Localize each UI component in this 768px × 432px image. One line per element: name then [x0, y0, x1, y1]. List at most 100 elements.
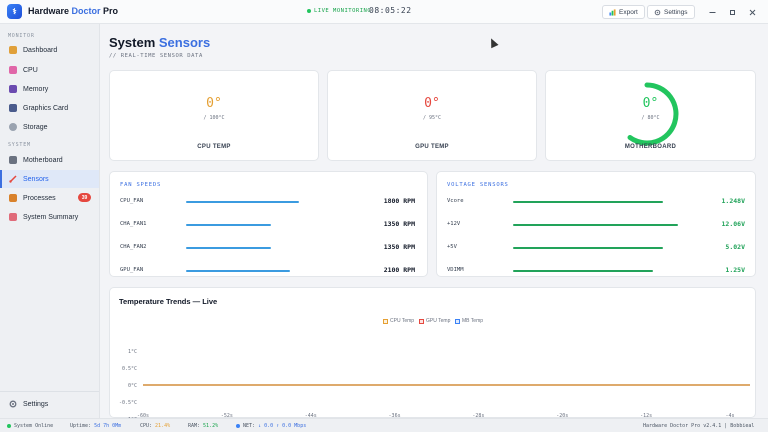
network-dot-icon — [236, 424, 240, 428]
title-bar: ⚕ Hardware Doctor Pro LIVE MONITORING 08… — [0, 0, 768, 24]
app-logo-glyph: ⚕ — [12, 7, 17, 16]
voltage-row-value: 5.02V — [725, 243, 745, 251]
app-title-main: Hardware — [28, 6, 72, 16]
sensors-icon — [9, 175, 17, 183]
temperature-trends-panel: Temperature Trends — Live CPU Temp GPU T… — [109, 287, 756, 419]
storage-icon — [9, 123, 17, 131]
summary-icon — [9, 213, 17, 221]
fan-row-label: CPU_FAN — [120, 198, 144, 204]
legend-label: GPU Temp — [426, 318, 451, 324]
minimize-icon — [709, 11, 715, 13]
cpu-usage-label: CPU: — [140, 423, 153, 429]
sidebar-item-sensors[interactable]: Sensors — [0, 170, 99, 188]
voltage-row-value: 12.06V — [721, 220, 745, 228]
export-button[interactable]: Export — [602, 5, 645, 19]
gpu-icon — [9, 104, 17, 112]
y-tick-label: 0.5°C — [122, 366, 137, 372]
live-label: LIVE MONITORING — [314, 8, 372, 14]
close-button[interactable] — [744, 5, 760, 19]
fan-level-bar — [186, 270, 290, 272]
cpu-temp-label: CPU TEMP — [197, 144, 231, 150]
monitor-section-label: MONITOR — [8, 33, 35, 39]
legend-swatch — [419, 318, 424, 324]
app-title-end: Pro — [100, 6, 119, 16]
x-tick-label: -4s — [725, 413, 734, 419]
page-title: System Sensors — [109, 35, 210, 50]
fan-speeds-panel: FAN SPEEDS CPU_FAN 1800 RPM CHA_FAN1 1350 R… — [109, 171, 428, 277]
x-tick-label: -28s — [472, 413, 484, 419]
voltage-row-label: VDIMM — [447, 267, 464, 273]
sidebar-item-dashboard[interactable]: Dashboard — [0, 41, 99, 59]
sidebar-item-label: Memory — [23, 85, 49, 93]
cpu-temp-value: 0° — [206, 96, 222, 111]
ram-usage-label: RAM: — [188, 423, 201, 429]
cpu-icon — [9, 66, 17, 74]
gpu-temp-card: 0° / 95°C GPU TEMP — [327, 70, 537, 161]
close-icon — [749, 9, 755, 15]
sidebar-item-settings[interactable]: Settings — [0, 395, 99, 413]
gear-icon — [9, 400, 17, 408]
status-separator: | — [724, 423, 728, 429]
sidebar-item-memory[interactable]: Memory — [0, 80, 99, 98]
legend-mb-temp[interactable]: MB Temp — [455, 318, 483, 324]
online-dot-icon — [7, 424, 11, 428]
fan-level-bar — [186, 201, 300, 203]
live-indicator: LIVE MONITORING — [307, 8, 371, 14]
legend-swatch — [383, 318, 388, 324]
legend-cpu-temp[interactable]: CPU Temp — [383, 318, 414, 324]
motherboard-gauge — [627, 82, 679, 146]
y-tick-label: -0.5°C — [119, 400, 137, 406]
version-status: Hardware Doctor Pro v2.4.1 | Bobbieal — [643, 423, 754, 429]
sidebar-item-motherboard[interactable]: Motherboard — [0, 151, 99, 169]
voltage-level-bar — [513, 201, 663, 203]
sidebar-item-system-summary[interactable]: System Summary — [0, 208, 99, 226]
voltage-level-bar — [513, 247, 663, 249]
clock: 08:05:22 — [369, 6, 412, 15]
motherboard-temp-max: / 80°C — [641, 115, 660, 121]
sidebar-item-label: Sensors — [23, 175, 49, 183]
fan-row-label: CHA_FAN1 — [120, 221, 147, 227]
minimize-button[interactable] — [704, 5, 720, 19]
network-status: NET: ↓ 0.0 ↑ 0.0 Mbps — [236, 423, 306, 429]
network-value: ↓ 0.0 ↑ 0.0 Mbps — [258, 423, 307, 429]
sidebar-item-label: Motherboard — [23, 156, 63, 164]
export-label: Export — [619, 8, 638, 16]
system-section-label: SYSTEM — [8, 142, 31, 148]
x-tick-label: -52s — [221, 413, 233, 419]
online-label: System Online — [14, 423, 54, 429]
motherboard-icon — [9, 156, 17, 164]
page-title-accent: Sensors — [158, 35, 211, 50]
fan-row-value: 1800 RPM — [383, 197, 415, 205]
x-tick-label: -36s — [389, 413, 401, 419]
sidebar-item-label: System Summary — [23, 213, 79, 221]
network-label: NET: — [243, 423, 256, 429]
sidebar-divider — [0, 391, 99, 392]
cpu-temp-card: 0° / 100°C CPU TEMP — [109, 70, 319, 161]
legend-label: CPU Temp — [390, 318, 415, 324]
user-label: Bobbieal — [730, 423, 755, 429]
cpu-usage-status: CPU: 21.4% — [140, 423, 170, 429]
sidebar-item-graphics-card[interactable]: Graphics Card — [0, 99, 99, 117]
voltage-sensors-panel: VOLTAGE SENSORS Vcore 1.248V +12V 12.06V +5V… — [436, 171, 756, 277]
sidebar-item-storage[interactable]: Storage — [0, 118, 99, 136]
fan-row-label: GPU_FAN — [120, 267, 144, 273]
fan-row-value: 2100 RPM — [383, 266, 415, 274]
sidebar-item-cpu[interactable]: CPU — [0, 61, 99, 79]
y-tick-label: 0°C — [128, 383, 137, 389]
app-title-accent: Doctor — [71, 6, 101, 16]
maximize-button[interactable] — [724, 5, 740, 19]
status-bar: System Online Uptime: 5d 7h 0Mm CPU: 21.4%… — [0, 418, 768, 432]
voltage-row-label: Vcore — [447, 198, 464, 204]
voltage-row-value: 1.248V — [721, 197, 745, 205]
voltage-level-bar — [513, 270, 654, 272]
page-title-main: System — [109, 35, 159, 50]
legend-gpu-temp[interactable]: GPU Temp — [419, 318, 450, 324]
sidebar-item-processes[interactable]: Processes 39 — [0, 189, 99, 207]
settings-button[interactable]: Settings — [647, 5, 695, 19]
temperature-trends-chart: 1°C0.5°C0°C-0.5°C-1°C-60s-52s-44s-36s-28… — [119, 349, 750, 419]
voltage-row-label: +5V — [447, 244, 457, 250]
processes-icon — [9, 194, 17, 202]
mouse-cursor-icon — [487, 36, 499, 49]
sidebar-item-label: Settings — [23, 400, 49, 408]
app-title: Hardware Doctor Pro — [28, 6, 118, 16]
